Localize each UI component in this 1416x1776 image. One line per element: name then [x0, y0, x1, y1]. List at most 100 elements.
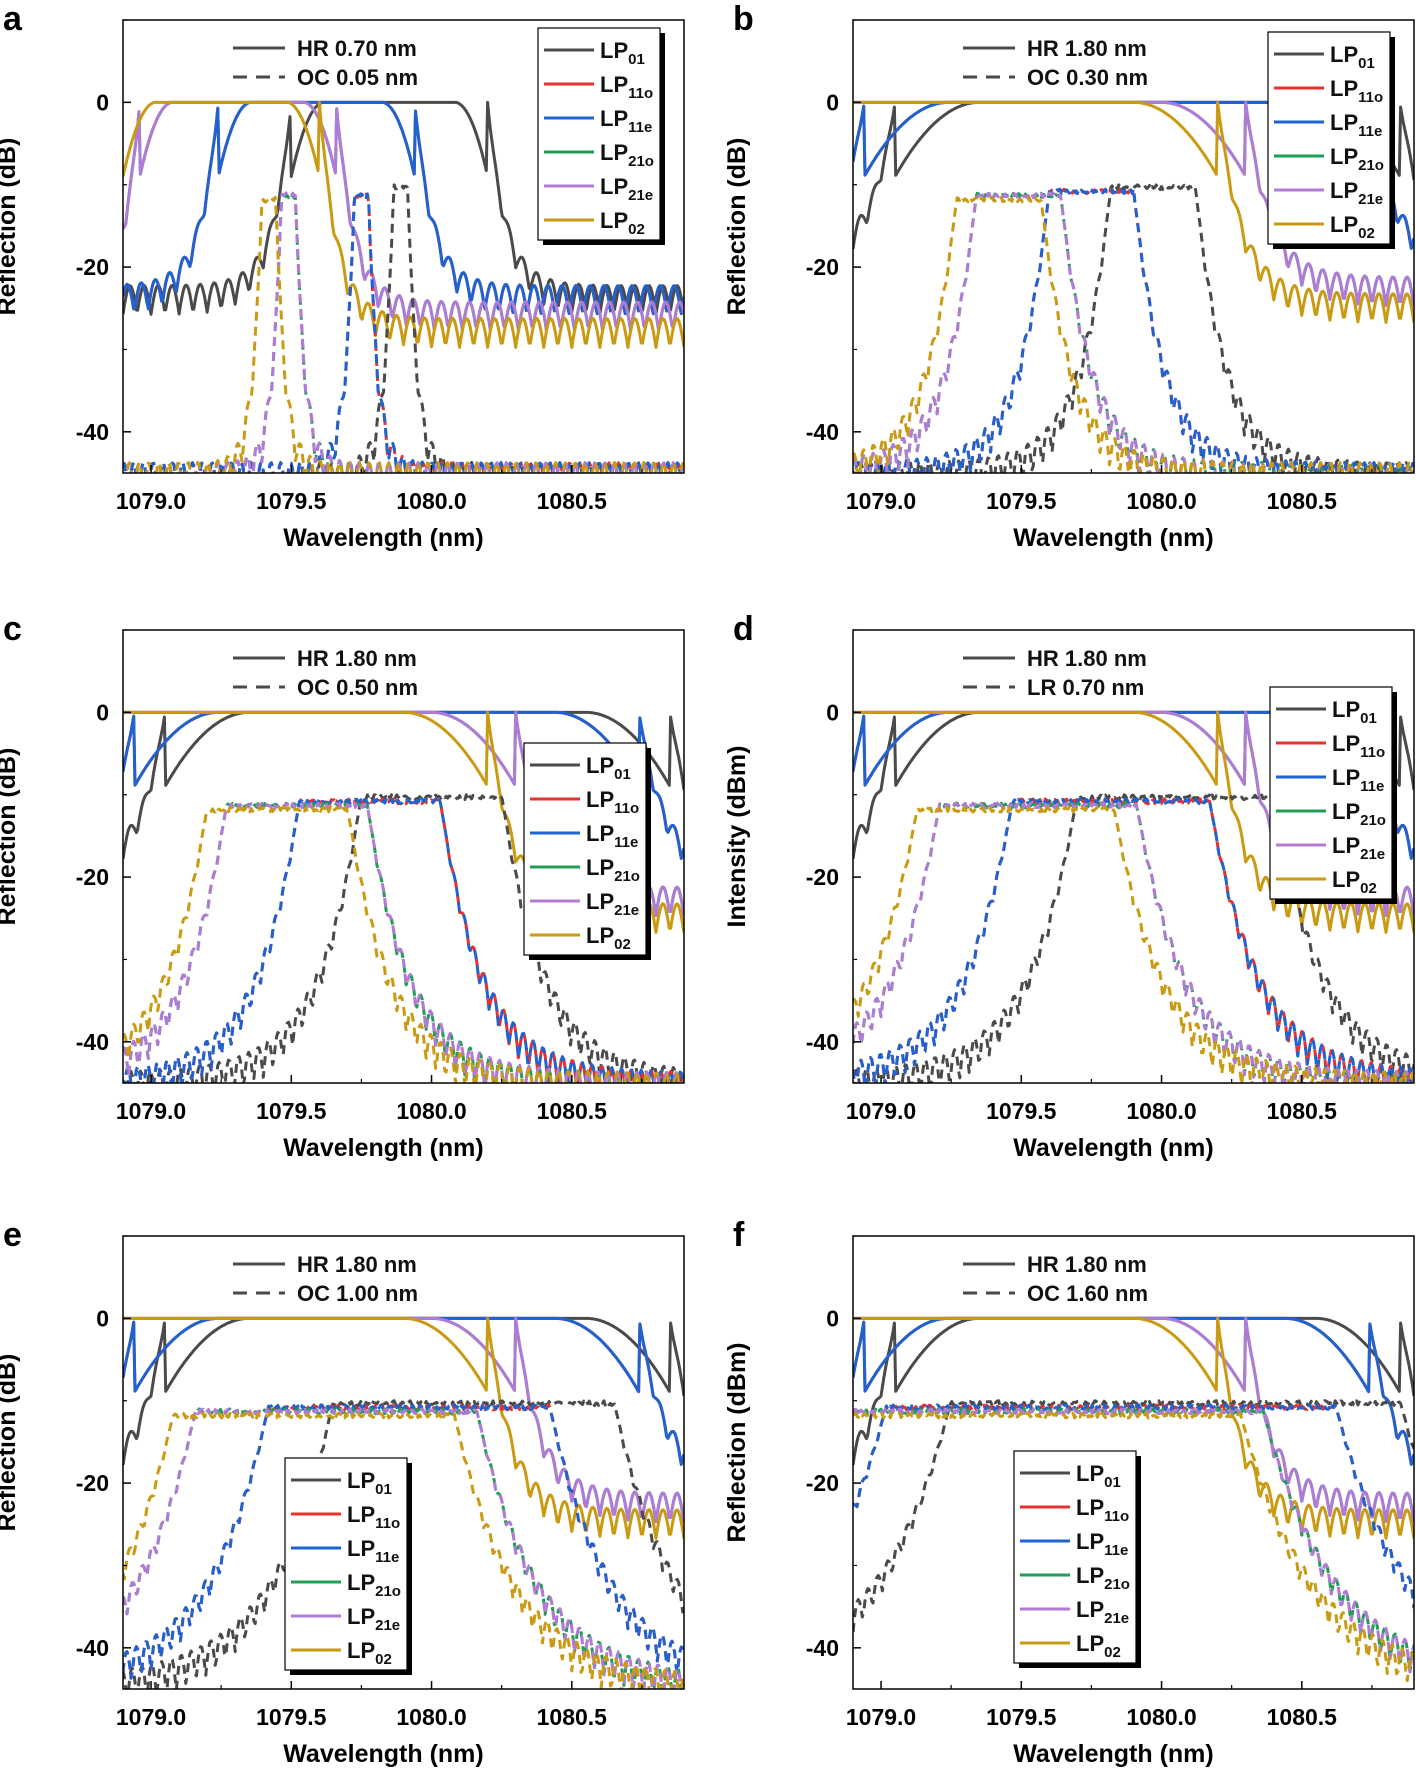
- y-tick-label: -20: [76, 1470, 109, 1496]
- legend-label-base: LP: [600, 72, 628, 97]
- legend-label-lp02: LP02: [1330, 212, 1375, 242]
- legend-label-base: LP: [347, 1570, 375, 1595]
- legend-label-sub: 21e: [375, 1617, 400, 1634]
- legend-dashed-label: OC 0.05 nm: [297, 65, 418, 90]
- legend-label-lp21o: LP21o: [600, 140, 654, 170]
- legend-label-base: LP: [347, 1502, 375, 1527]
- series-line-lp11e-solid: [123, 1316, 684, 1466]
- legend-label-base: LP: [600, 106, 628, 131]
- legend-label-lp11o: LP11o: [1330, 76, 1383, 106]
- series-line-lp02-solid: [123, 100, 684, 349]
- x-axis-label: Wavelength (nm): [1013, 524, 1213, 552]
- legend-label-sub: 01: [614, 766, 631, 783]
- legend-label-base: LP: [1076, 1461, 1104, 1486]
- series-line-lp11o-dashed: [123, 191, 682, 473]
- y-tick-label: 0: [96, 1305, 109, 1331]
- legend-label-sub: 01: [1104, 1474, 1121, 1491]
- legend-label-lp21e: LP21e: [1330, 178, 1383, 208]
- series-group: [853, 710, 1414, 1083]
- legend-label-lp21e: LP21e: [347, 1604, 400, 1634]
- x-tick-label: 1079.5: [986, 1704, 1057, 1730]
- series-line-lp21e-dashed: [123, 1407, 683, 1689]
- series-line-lp21e-dashed: [853, 1407, 1414, 1674]
- legend-label-sub: 01: [1358, 55, 1375, 72]
- series-line-lp11e-dashed: [854, 187, 1414, 473]
- series-line-lp02-solid: [853, 1316, 1414, 1540]
- y-axis-label: Reflection (dB): [723, 138, 751, 316]
- x-tick-label: 1079.0: [116, 488, 186, 514]
- legend-solid-label: HR 1.80 nm: [297, 1252, 417, 1277]
- legend-label-lp11e: LP11e: [1076, 1529, 1128, 1559]
- series-line-lp11e-dashed: [853, 797, 1414, 1083]
- legend-label-sub: 11o: [1360, 744, 1385, 761]
- legend-label-lp02: LP02: [347, 1638, 392, 1668]
- legend-label-sub: 21e: [1104, 1610, 1129, 1627]
- legend-label-lp21e: LP21e: [1332, 833, 1385, 863]
- plot-frame: [122, 1235, 685, 1690]
- legend-label-sub: 02: [375, 1651, 392, 1668]
- legend-label-lp11e: LP11e: [1330, 110, 1382, 140]
- chart-panel-d: d 1079.0 1079.5 1080.0 1080.5 0 -20 -40 Waveleng…: [723, 610, 1415, 1162]
- legend-label-base: LP: [600, 38, 628, 63]
- legend-label-lp21o: LP21o: [586, 855, 640, 885]
- legend-label-sub: 02: [614, 936, 631, 953]
- legend-label-sub: 11e: [375, 1549, 399, 1566]
- plot-frame: [852, 1235, 1415, 1690]
- bandwidth-legend: HR 1.80 nm OC 1.60 nm: [963, 1252, 1148, 1306]
- series-line-lp11e-dashed: [123, 797, 684, 1083]
- y-axis-label: Reflection (dB): [0, 1354, 21, 1532]
- y-tick-label: -40: [806, 419, 839, 445]
- series-line-lp01-dashed: [853, 183, 1414, 473]
- y-tick-label: -20: [76, 864, 109, 890]
- legend-label-lp02: LP02: [1076, 1631, 1121, 1661]
- legend-label-base: LP: [600, 140, 628, 165]
- legend-label-lp11o: LP11o: [1332, 731, 1385, 761]
- series-line-lp02-dashed: [853, 195, 1413, 473]
- bandwidth-legend: HR 1.80 nm OC 0.30 nm: [963, 36, 1148, 90]
- x-tick-label: 1079.0: [116, 1098, 186, 1124]
- legend-solid-label: HR 1.80 nm: [1027, 1252, 1147, 1277]
- legend-label-sub: 02: [1358, 225, 1375, 242]
- series-line-lp01-dashed: [123, 793, 684, 1083]
- plot-frame: [852, 629, 1415, 1084]
- bandwidth-legend: HR 1.80 nm LR 0.70 nm: [963, 646, 1147, 700]
- bandwidth-legend: HR 1.80 nm OC 1.00 nm: [233, 1252, 418, 1306]
- legend-label-base: LP: [347, 1638, 375, 1663]
- legend-label-base: LP: [1332, 867, 1360, 892]
- legend-label-sub: 21e: [1358, 191, 1383, 208]
- x-tick-label: 1080.5: [537, 1098, 608, 1124]
- x-tick-label: 1079.5: [986, 1098, 1057, 1124]
- legend-box: [284, 1457, 408, 1671]
- x-axis-label: Wavelength (nm): [1013, 1740, 1213, 1768]
- x-tick-label: 1080.5: [1267, 488, 1338, 514]
- panel-letter: b: [733, 0, 754, 38]
- plot-frame: [852, 19, 1415, 474]
- x-tick-label: 1080.0: [396, 1704, 466, 1730]
- legend-label-sub: 11e: [628, 119, 652, 136]
- series-group: [853, 100, 1414, 473]
- x-tick-label: 1079.5: [256, 488, 327, 514]
- x-tick-label: 1079.5: [256, 1704, 327, 1730]
- legend-label-lp01: LP01: [1076, 1461, 1121, 1491]
- x-tick-label: 1079.0: [846, 1704, 916, 1730]
- x-axis-label: Wavelength (nm): [283, 1740, 483, 1768]
- panel-letter: d: [733, 610, 754, 648]
- series-line-lp02-dashed: [123, 1411, 684, 1689]
- legend-label-sub: 11e: [1104, 1542, 1128, 1559]
- legend-label-base: LP: [1332, 731, 1360, 756]
- series-line-lp02-dashed: [853, 1411, 1414, 1683]
- x-tick-label: 1079.0: [846, 1098, 916, 1124]
- legend-label-sub: 01: [375, 1481, 392, 1498]
- legend-label-sub: 21e: [614, 902, 639, 919]
- y-axis-label: Reflection (dBm): [723, 1343, 751, 1543]
- series-line-lp02-dashed: [125, 195, 684, 473]
- legend-label-sub: 11o: [614, 800, 639, 817]
- series-line-lp21e-dashed: [123, 801, 684, 1083]
- legend-label-sub: 01: [628, 51, 645, 68]
- series-line-lp11e-solid: [123, 100, 684, 316]
- legend-label-sub: 21o: [628, 153, 654, 170]
- x-tick-label: 1080.5: [537, 1704, 608, 1730]
- x-tick-label: 1079.0: [846, 488, 916, 514]
- x-tick-label: 1080.5: [1267, 1098, 1338, 1124]
